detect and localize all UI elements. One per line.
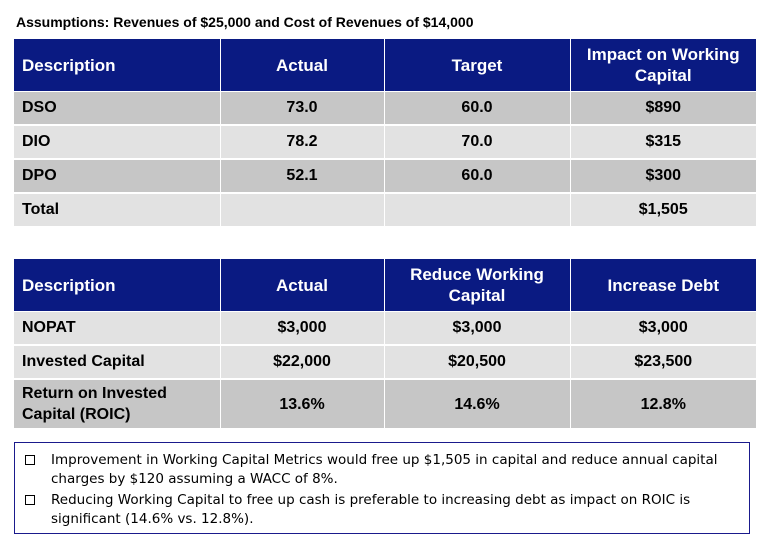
table-cell: $20,500 [384,345,571,380]
table-cell: 14.6% [384,379,571,430]
table-cell: 60.0 [384,159,571,194]
checkbox-bullet-icon [25,455,35,465]
table-cell: 78.2 [220,125,385,160]
checkbox-bullet-icon [25,495,35,505]
table-cell: 73.0 [220,91,385,126]
list-item: Reducing Working Capital to free up cash… [25,491,743,529]
column-header: Increase Debt [570,259,756,312]
table-row: DIO 78.2 70.0 $315 [14,125,756,160]
table-cell [220,193,385,228]
table-cell: 52.1 [220,159,385,194]
table-row: DPO 52.1 60.0 $300 [14,159,756,194]
table-row: Total $1,505 [14,193,756,228]
working-capital-table: Description Actual Target Impact on Work… [14,39,756,228]
column-header: Actual [220,259,385,312]
table-cell: $3,000 [570,311,756,346]
row-label: NOPAT [14,311,221,346]
table-row: NOPAT $3,000 $3,000 $3,000 [14,311,756,346]
table-cell: $3,000 [384,311,571,346]
column-header: Target [384,39,571,92]
row-label: Total [14,193,221,228]
row-label: DSO [14,91,221,126]
table-cell: 13.6% [220,379,385,430]
table-cell: $890 [570,91,756,126]
row-label: Return on Invested Capital (ROIC) [14,379,221,430]
table-cell [384,193,571,228]
column-header: Reduce Working Capital [384,259,571,312]
row-label: Invested Capital [14,345,221,380]
table-cell: $300 [570,159,756,194]
column-header: Description [14,39,221,92]
note-text: Improvement in Working Capital Metrics w… [51,452,718,487]
table-row: Return on Invested Capital (ROIC) 13.6% … [14,379,756,430]
table-row: Invested Capital $22,000 $20,500 $23,500 [14,345,756,380]
column-header: Impact on Working Capital [570,39,756,92]
notes-box: Improvement in Working Capital Metrics w… [14,442,750,534]
note-text: Reducing Working Capital to free up cash… [51,492,691,527]
table-cell: 70.0 [384,125,571,160]
table-row: DSO 73.0 60.0 $890 [14,91,756,126]
column-header: Description [14,259,221,312]
roic-table: Description Actual Reduce Working Capita… [14,259,756,430]
table-cell: $315 [570,125,756,160]
column-header: Actual [220,39,385,92]
list-item: Improvement in Working Capital Metrics w… [25,451,743,489]
table-cell: $23,500 [570,345,756,380]
table-cell: 60.0 [384,91,571,126]
table-cell: $22,000 [220,345,385,380]
table-header-row: Description Actual Reduce Working Capita… [14,259,756,312]
row-label: DPO [14,159,221,194]
row-label: DIO [14,125,221,160]
assumptions-text: Assumptions: Revenues of $25,000 and Cos… [16,14,474,30]
table-header-row: Description Actual Target Impact on Work… [14,39,756,92]
table-cell: $3,000 [220,311,385,346]
table-cell: $1,505 [570,193,756,228]
table-cell: 12.8% [570,379,756,430]
